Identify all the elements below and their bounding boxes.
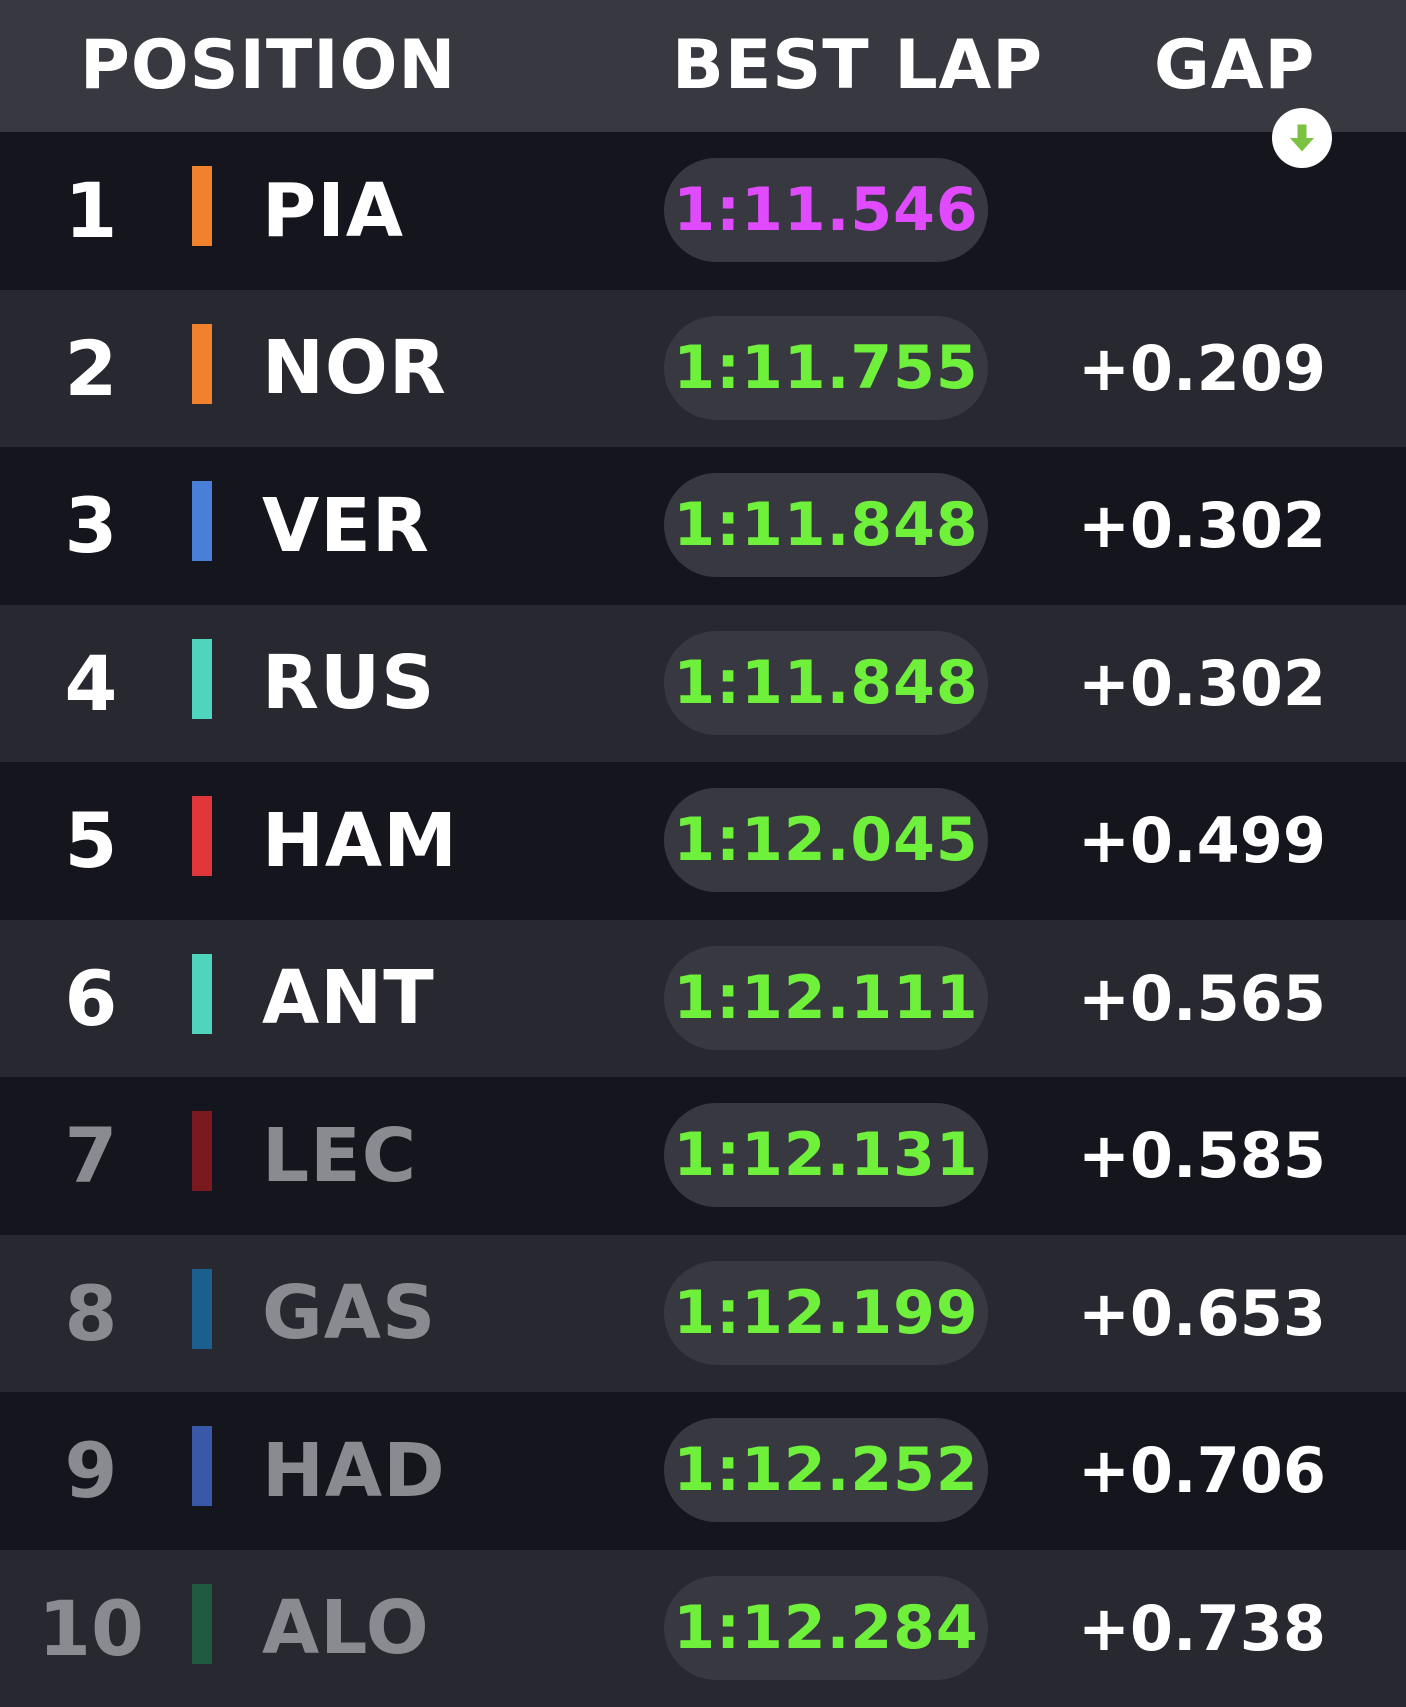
driver-row[interactable]: 5 HAM 1:12.045 +0.499 — [0, 762, 1406, 920]
position-number: 3 — [36, 447, 146, 605]
position-number: 9 — [36, 1392, 146, 1550]
driver-code: LEC — [262, 1077, 417, 1235]
arrow-down-icon — [1284, 120, 1320, 156]
team-color-bar — [192, 796, 212, 876]
best-lap-column-header[interactable]: BEST LAP — [672, 26, 1043, 105]
position-column-header: POSITION — [80, 26, 456, 105]
team-color-bar — [192, 481, 212, 561]
best-lap-time: 1:12.045 — [664, 788, 988, 892]
gap-value: +0.302 — [1078, 605, 1326, 763]
position-number: 4 — [36, 605, 146, 763]
position-number: 8 — [36, 1235, 146, 1393]
driver-code: PIA — [262, 132, 404, 290]
team-color-bar — [192, 639, 212, 719]
gap-value: +0.585 — [1078, 1077, 1326, 1235]
best-lap-time: 1:11.755 — [664, 316, 988, 420]
gap-value: +0.706 — [1078, 1392, 1326, 1550]
driver-code: NOR — [262, 290, 447, 448]
team-color-bar — [192, 166, 212, 246]
best-lap-time: 1:12.111 — [664, 946, 988, 1050]
driver-row[interactable]: 10 ALO 1:12.284 +0.738 — [0, 1550, 1406, 1707]
driver-code: RUS — [262, 605, 435, 763]
team-color-bar — [192, 1111, 212, 1191]
driver-row[interactable]: 7 LEC 1:12.131 +0.585 — [0, 1077, 1406, 1235]
gap-value: +0.302 — [1078, 447, 1326, 605]
position-number: 1 — [36, 132, 146, 290]
driver-row[interactable]: 9 HAD 1:12.252 +0.706 — [0, 1392, 1406, 1550]
best-lap-time: 1:11.546 — [664, 158, 988, 262]
team-color-bar — [192, 1584, 212, 1664]
position-number: 5 — [36, 762, 146, 920]
position-number: 6 — [36, 920, 146, 1078]
table-header: POSITION BEST LAP GAP — [0, 0, 1406, 132]
driver-row[interactable]: 8 GAS 1:12.199 +0.653 — [0, 1235, 1406, 1393]
team-color-bar — [192, 954, 212, 1034]
best-lap-time: 1:12.252 — [664, 1418, 988, 1522]
team-color-bar — [192, 324, 212, 404]
gap-value: +0.653 — [1078, 1235, 1326, 1393]
driver-row[interactable]: 1 PIA 1:11.546 — [0, 132, 1406, 290]
driver-row[interactable]: 6 ANT 1:12.111 +0.565 — [0, 920, 1406, 1078]
driver-code: GAS — [262, 1235, 436, 1393]
sort-button[interactable] — [1272, 108, 1332, 168]
standings-list: 1 PIA 1:11.546 2 NOR 1:11.755 +0.209 3 VER 1:11.8… — [0, 132, 1406, 1707]
gap-value: +0.499 — [1078, 762, 1326, 920]
team-color-bar — [192, 1426, 212, 1506]
best-lap-time: 1:11.848 — [664, 631, 988, 735]
position-number: 10 — [36, 1550, 146, 1707]
gap-value: +0.565 — [1078, 920, 1326, 1078]
driver-code: VER — [262, 447, 430, 605]
position-number: 2 — [36, 290, 146, 448]
gap-value: +0.738 — [1078, 1550, 1326, 1707]
gap-column-header[interactable]: GAP — [1154, 26, 1315, 105]
driver-row[interactable]: 4 RUS 1:11.848 +0.302 — [0, 605, 1406, 763]
driver-code: HAD — [262, 1392, 446, 1550]
position-number: 7 — [36, 1077, 146, 1235]
driver-row[interactable]: 2 NOR 1:11.755 +0.209 — [0, 290, 1406, 448]
driver-code: ANT — [262, 920, 435, 1078]
best-lap-time: 1:12.131 — [664, 1103, 988, 1207]
best-lap-time: 1:11.848 — [664, 473, 988, 577]
gap-value: +0.209 — [1078, 290, 1326, 448]
driver-row[interactable]: 3 VER 1:11.848 +0.302 — [0, 447, 1406, 605]
team-color-bar — [192, 1269, 212, 1349]
best-lap-time: 1:12.284 — [664, 1576, 988, 1680]
driver-code: ALO — [262, 1550, 430, 1707]
driver-code: HAM — [262, 762, 458, 920]
best-lap-time: 1:12.199 — [664, 1261, 988, 1365]
